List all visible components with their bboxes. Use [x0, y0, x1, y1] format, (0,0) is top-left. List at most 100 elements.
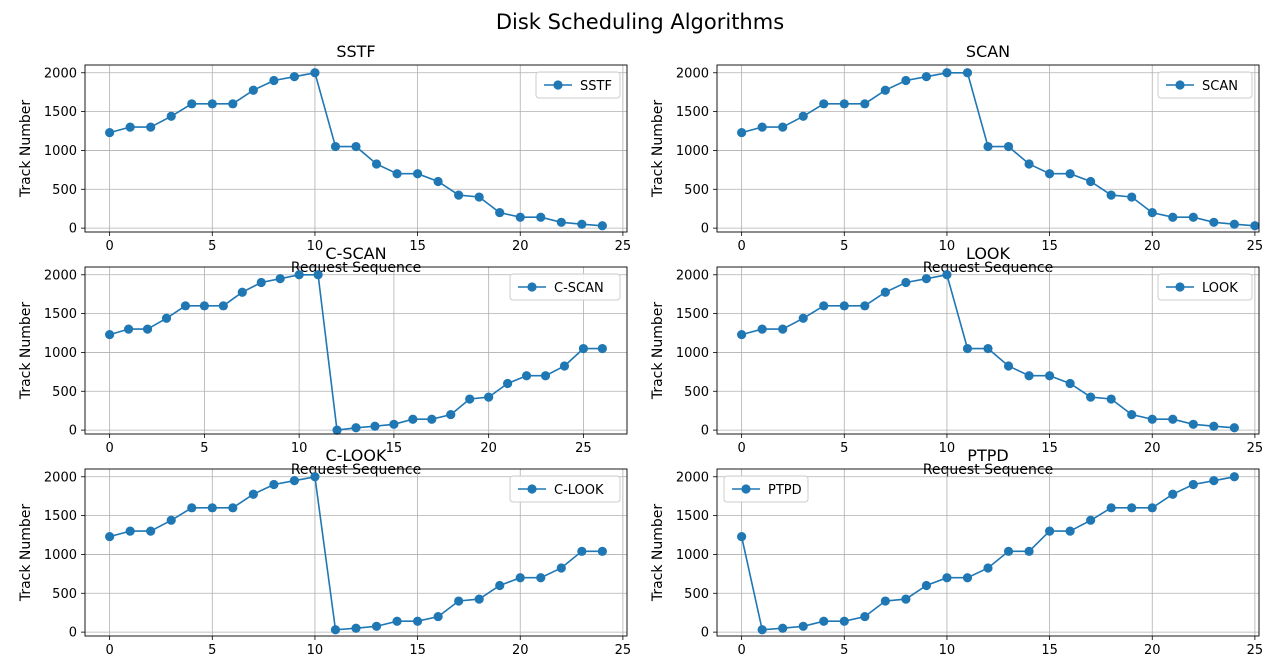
y-tick-label: 0 [69, 222, 77, 237]
legend-label: C-SCAN [554, 281, 604, 296]
subplot-ptpd: 0 5 10 15 20 25 0 500 1000 1500 2000 Track Number PT… [650, 446, 1263, 658]
data-point [123, 324, 134, 334]
y-tick-label: 500 [684, 183, 709, 198]
data-point [819, 301, 829, 311]
data-point [880, 596, 890, 606]
x-tick-label: 5 [840, 239, 848, 254]
x-tick-label: 20 [1144, 239, 1161, 254]
x-tick-label: 20 [1144, 643, 1161, 658]
y-tick-label: 1500 [44, 509, 77, 524]
data-point [1106, 394, 1116, 404]
data-point [289, 72, 300, 82]
data-point [474, 192, 484, 202]
data-point [778, 324, 788, 334]
data-point [146, 122, 156, 132]
data-point [1168, 489, 1178, 499]
data-point [860, 99, 870, 109]
data-point [495, 207, 505, 218]
y-tick-label: 1500 [676, 307, 709, 322]
y-axis-label: Track Number [650, 504, 666, 603]
data-point [1086, 176, 1096, 187]
data-point [330, 141, 341, 152]
subplot-title: LOOK [966, 244, 1011, 263]
data-point [1168, 212, 1178, 222]
data-point [330, 625, 341, 635]
data-point [207, 99, 217, 109]
y-tick-label: 1000 [44, 346, 77, 361]
data-point [1065, 378, 1075, 389]
legend-marker [741, 484, 751, 494]
subplot-title: SCAN [966, 42, 1010, 61]
legend-box [723, 475, 809, 503]
y-tick-label: 1500 [44, 105, 77, 120]
legend-box [509, 475, 621, 503]
data-point [351, 423, 361, 433]
x-tick-label: 5 [840, 441, 848, 456]
data-point [577, 219, 587, 229]
subplot-c-look: 0 5 10 15 20 25 0 500 1000 1500 2000 Track Number C-… [18, 446, 631, 658]
data-point [1044, 526, 1055, 536]
data-point [1209, 476, 1219, 486]
data-point [1147, 414, 1157, 424]
data-point [187, 503, 197, 513]
subplot-title: C-LOOK [326, 446, 387, 465]
data-point [540, 371, 551, 381]
axes-frame [716, 64, 1260, 233]
data-point [757, 122, 767, 132]
data-point [515, 212, 525, 222]
x-tick-label: 25 [1247, 441, 1264, 456]
data-point [1188, 419, 1198, 429]
figure-title: Disk Scheduling Algorithms [496, 10, 784, 34]
x-tick-label: 10 [939, 441, 956, 456]
data-point [1209, 421, 1219, 431]
data-point [521, 371, 532, 381]
data-point [1003, 141, 1014, 152]
data-point [161, 313, 172, 323]
legend-label: C-LOOK [554, 483, 604, 498]
data-point [880, 85, 890, 95]
subplot-look: 0 5 10 15 20 25 0 500 1000 1500 2000 Track Number Re… [650, 244, 1263, 478]
data-point [392, 169, 402, 179]
data-point [351, 141, 361, 152]
data-point [294, 270, 304, 280]
data-point [446, 409, 456, 420]
data-point [819, 99, 829, 109]
x-tick-label: 0 [105, 239, 113, 254]
data-point [187, 99, 197, 109]
data-point [166, 515, 176, 525]
data-point [1065, 169, 1075, 179]
data-point [860, 611, 870, 622]
legend: SCAN [1157, 71, 1253, 99]
x-axis-label: Request Sequence [923, 260, 1053, 276]
data-point [105, 329, 115, 340]
data-point [798, 621, 808, 631]
legend-label: PTPD [768, 483, 802, 498]
legend: SSTF [535, 71, 621, 99]
data-point [433, 176, 443, 187]
data-point [597, 221, 607, 231]
axes-frame [84, 266, 628, 435]
x-tick-label: 15 [386, 441, 403, 456]
x-tick-label: 5 [200, 441, 208, 456]
data-point [921, 274, 932, 284]
data-point [597, 546, 607, 556]
y-tick-label: 0 [69, 626, 77, 641]
data-point [503, 378, 513, 389]
data-point [218, 301, 228, 311]
x-tick-label: 0 [737, 643, 745, 658]
data-point [105, 127, 115, 138]
data-point [180, 301, 191, 311]
y-tick-label: 500 [52, 183, 77, 198]
x-axis-label: Request Sequence [923, 462, 1053, 478]
data-point [556, 563, 566, 573]
y-axis-label: Track Number [650, 100, 666, 199]
y-tick-label: 2000 [676, 66, 709, 81]
data-point [839, 616, 849, 626]
x-tick-label: 15 [409, 643, 426, 658]
data-point [1065, 526, 1075, 536]
x-tick-label: 15 [1041, 441, 1058, 456]
data-point [269, 479, 279, 490]
data-point [819, 616, 829, 626]
x-tick-label: 15 [1041, 643, 1058, 658]
legend-box [1157, 71, 1253, 99]
